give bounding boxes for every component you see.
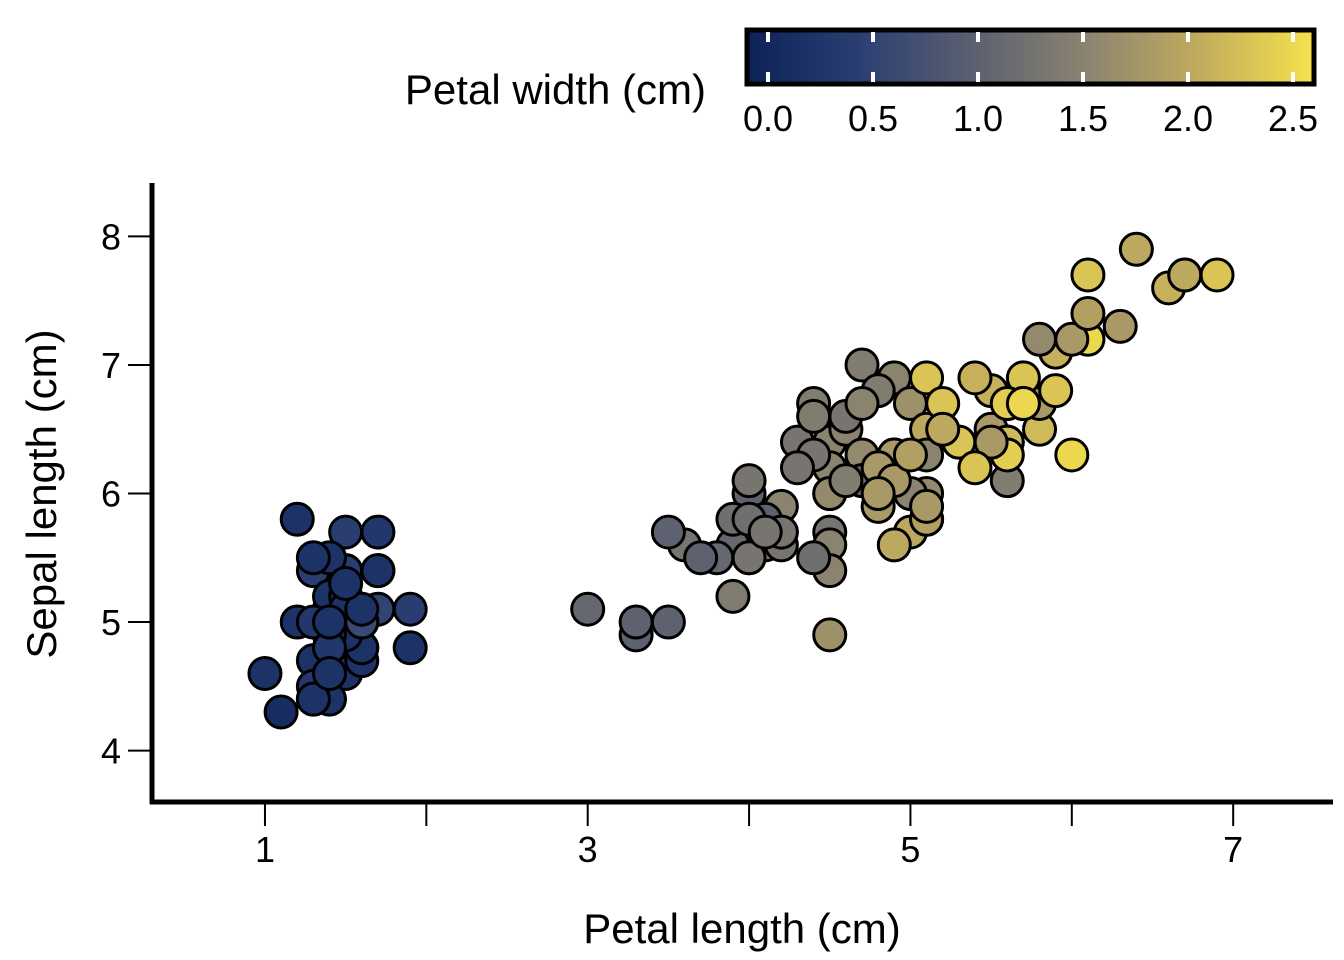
scatter-point xyxy=(973,424,1009,460)
scatter-point xyxy=(715,578,751,614)
scatter-point xyxy=(925,411,961,447)
scatter-point xyxy=(957,360,993,396)
scatter-point xyxy=(957,450,993,486)
scatter-point xyxy=(1038,373,1074,409)
scatter-point xyxy=(876,527,912,563)
colorbar-tick-label: 2.5 xyxy=(1268,98,1318,139)
x-axis-title: Petal length (cm) xyxy=(583,905,900,952)
scatter-point xyxy=(360,553,396,589)
scatter-point xyxy=(344,591,380,627)
scatter-point xyxy=(731,463,767,499)
scatter-point xyxy=(328,565,364,601)
scatter-point xyxy=(360,514,396,550)
scatter-point xyxy=(828,463,864,499)
scatter-point xyxy=(1054,437,1090,473)
scatter-point xyxy=(247,655,283,691)
y-axis-ticks: 4 5 6 7 8 xyxy=(101,216,152,772)
scatter-point xyxy=(392,591,428,627)
x-axis-ticks: 1 3 5 7 xyxy=(255,802,1243,870)
y-tick-label: 4 xyxy=(101,731,121,772)
scatter-point xyxy=(295,681,331,717)
colorbar-tick-label: 1.5 xyxy=(1058,98,1108,139)
y-axis-title: Sepal length (cm) xyxy=(18,329,65,658)
scatter-point xyxy=(570,591,606,627)
colorbar-tick-label: 0.5 xyxy=(848,98,898,139)
colorbar xyxy=(744,27,1317,87)
scatter-point xyxy=(618,604,654,640)
scatter-point xyxy=(812,617,848,653)
y-tick-label: 6 xyxy=(101,474,121,515)
scatter-point xyxy=(779,450,815,486)
y-tick-label: 7 xyxy=(101,345,121,386)
x-tick-label: 3 xyxy=(578,829,598,870)
scatter-point xyxy=(312,604,348,640)
scatter-point xyxy=(1199,257,1235,293)
legend-title: Petal width (cm) xyxy=(405,66,706,113)
scatter-point xyxy=(1102,308,1138,344)
scatter-point xyxy=(392,630,428,666)
scatter-point xyxy=(731,540,767,576)
y-tick-label: 8 xyxy=(101,216,121,257)
scatter-point xyxy=(892,437,928,473)
scatter-point xyxy=(844,386,880,422)
scatter-point xyxy=(650,514,686,550)
x-tick-label: 1 xyxy=(255,829,275,870)
colorbar-legend: Petal width (cm) 0.0 0.5 1.0 1.5 2.0 2.5 xyxy=(405,27,1318,139)
scatter-point xyxy=(1070,257,1106,293)
x-tick-label: 5 xyxy=(900,829,920,870)
colorbar-tick-label: 1.0 xyxy=(953,98,1003,139)
scatter-point xyxy=(844,347,880,383)
scatter-point xyxy=(1022,321,1058,357)
x-tick-label: 7 xyxy=(1223,829,1243,870)
scatter-point xyxy=(650,604,686,640)
y-tick-label: 5 xyxy=(101,602,121,643)
plot-area: 1 3 5 7 4 5 6 7 8 xyxy=(101,183,1333,870)
scatter-point xyxy=(312,655,348,691)
scatter-point xyxy=(263,694,299,730)
scatter-point xyxy=(1005,386,1041,422)
scatter-point xyxy=(1118,231,1154,267)
scatter-point xyxy=(1167,257,1203,293)
scatter-point xyxy=(747,514,783,550)
colorbar-tick-label: 2.0 xyxy=(1163,98,1213,139)
scatter-point xyxy=(860,476,896,511)
scatter-point xyxy=(1070,296,1106,332)
scatter-point xyxy=(796,398,832,434)
scatter-point xyxy=(279,501,315,537)
colorbar-tick-label: 0.0 xyxy=(743,98,793,139)
scatter-point xyxy=(909,360,945,396)
colorbar-ticks: 0.0 0.5 1.0 1.5 2.0 2.5 xyxy=(743,32,1318,139)
scatter-point xyxy=(909,488,945,524)
scatter-point xyxy=(295,540,331,576)
scatter-point xyxy=(796,540,832,576)
points-layer xyxy=(247,231,1235,730)
scatter-point xyxy=(683,540,719,576)
